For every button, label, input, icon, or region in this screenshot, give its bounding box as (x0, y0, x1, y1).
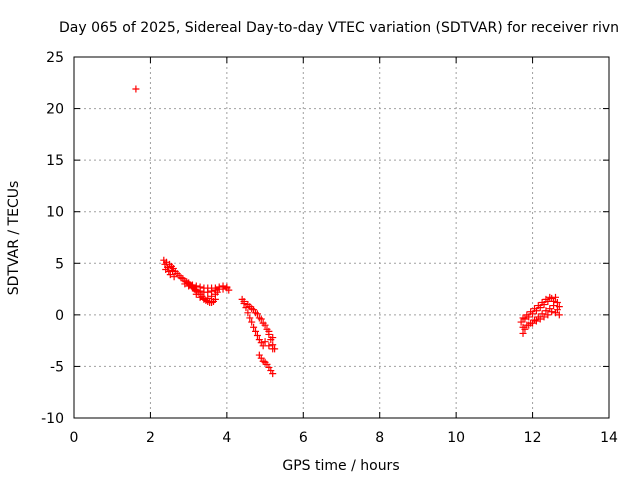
data-point (261, 321, 269, 329)
data-point (525, 321, 533, 329)
data-point (244, 309, 252, 317)
data-point (240, 297, 248, 305)
data-point (215, 283, 223, 291)
data-point (250, 323, 258, 331)
data-point (208, 292, 216, 300)
data-point (544, 311, 552, 319)
data-point (527, 308, 535, 316)
x-tick-label: 14 (600, 430, 618, 446)
data-point (555, 311, 563, 319)
y-axis-label: SDTVAR / TECUs (6, 181, 22, 296)
grid-lines (74, 57, 609, 418)
x-tick-label: 10 (447, 430, 465, 446)
data-point (196, 283, 204, 291)
data-point (211, 284, 219, 292)
axis-ticks: 0 2 4 6 8 10 12 14 -10 -5 0 5 10 15 20 25 (41, 50, 618, 446)
data-point (265, 342, 273, 350)
x-tick-label: 8 (375, 430, 384, 446)
data-point (250, 306, 258, 314)
data-point (196, 293, 204, 301)
y-tick-label: 25 (46, 50, 64, 66)
data-point (532, 317, 540, 325)
y-tick-label: 15 (46, 153, 64, 169)
data-points (132, 85, 563, 378)
data-point (542, 307, 550, 315)
data-point (248, 318, 256, 326)
data-point (538, 298, 546, 306)
y-tick-label: -10 (41, 411, 64, 427)
data-point (546, 293, 554, 301)
data-point (540, 313, 548, 321)
x-tick-label: 2 (146, 430, 155, 446)
data-point (536, 315, 544, 323)
data-point (253, 331, 261, 339)
data-point (185, 279, 193, 287)
data-point (219, 282, 227, 290)
y-tick-label: 0 (55, 308, 64, 324)
data-point (521, 325, 529, 333)
data-point (261, 338, 269, 346)
data-point (269, 345, 277, 353)
data-point (523, 311, 531, 319)
data-point (166, 271, 174, 279)
data-point (200, 295, 208, 303)
data-point (519, 329, 527, 337)
data-point (132, 85, 140, 93)
data-point (265, 327, 273, 335)
data-point (550, 297, 558, 305)
data-point (253, 310, 261, 318)
data-point (548, 308, 556, 316)
x-axis-label: GPS time / hours (282, 458, 399, 474)
data-point (530, 305, 538, 313)
data-point (269, 370, 277, 378)
data-point (534, 302, 542, 310)
y-tick-label: -5 (50, 359, 64, 375)
data-point (542, 295, 550, 303)
data-point (181, 280, 189, 288)
data-point (553, 306, 561, 314)
y-tick-label: 10 (46, 205, 64, 221)
x-tick-label: 6 (299, 430, 308, 446)
data-point (170, 273, 178, 281)
data-point (246, 303, 254, 311)
y-tick-label: 20 (46, 102, 64, 118)
data-point (519, 314, 527, 322)
data-point (165, 268, 173, 276)
x-tick-label: 0 (70, 430, 79, 446)
data-point (517, 318, 525, 326)
chart-title: Day 065 of 2025, Sidereal Day-to-day VTE… (59, 20, 619, 36)
x-tick-label: 12 (524, 430, 542, 446)
data-point (213, 288, 221, 296)
data-point (257, 315, 265, 323)
data-point (246, 314, 254, 322)
data-point (192, 290, 200, 298)
data-point (192, 282, 200, 290)
data-point (269, 334, 277, 342)
data-point (204, 294, 212, 302)
data-point (188, 281, 196, 289)
y-tick-label: 5 (55, 256, 64, 272)
data-point (223, 283, 231, 291)
data-point (529, 319, 537, 327)
data-point (252, 327, 260, 335)
plot-frame (73, 56, 610, 419)
data-point (553, 298, 561, 306)
x-tick-label: 4 (222, 430, 231, 446)
